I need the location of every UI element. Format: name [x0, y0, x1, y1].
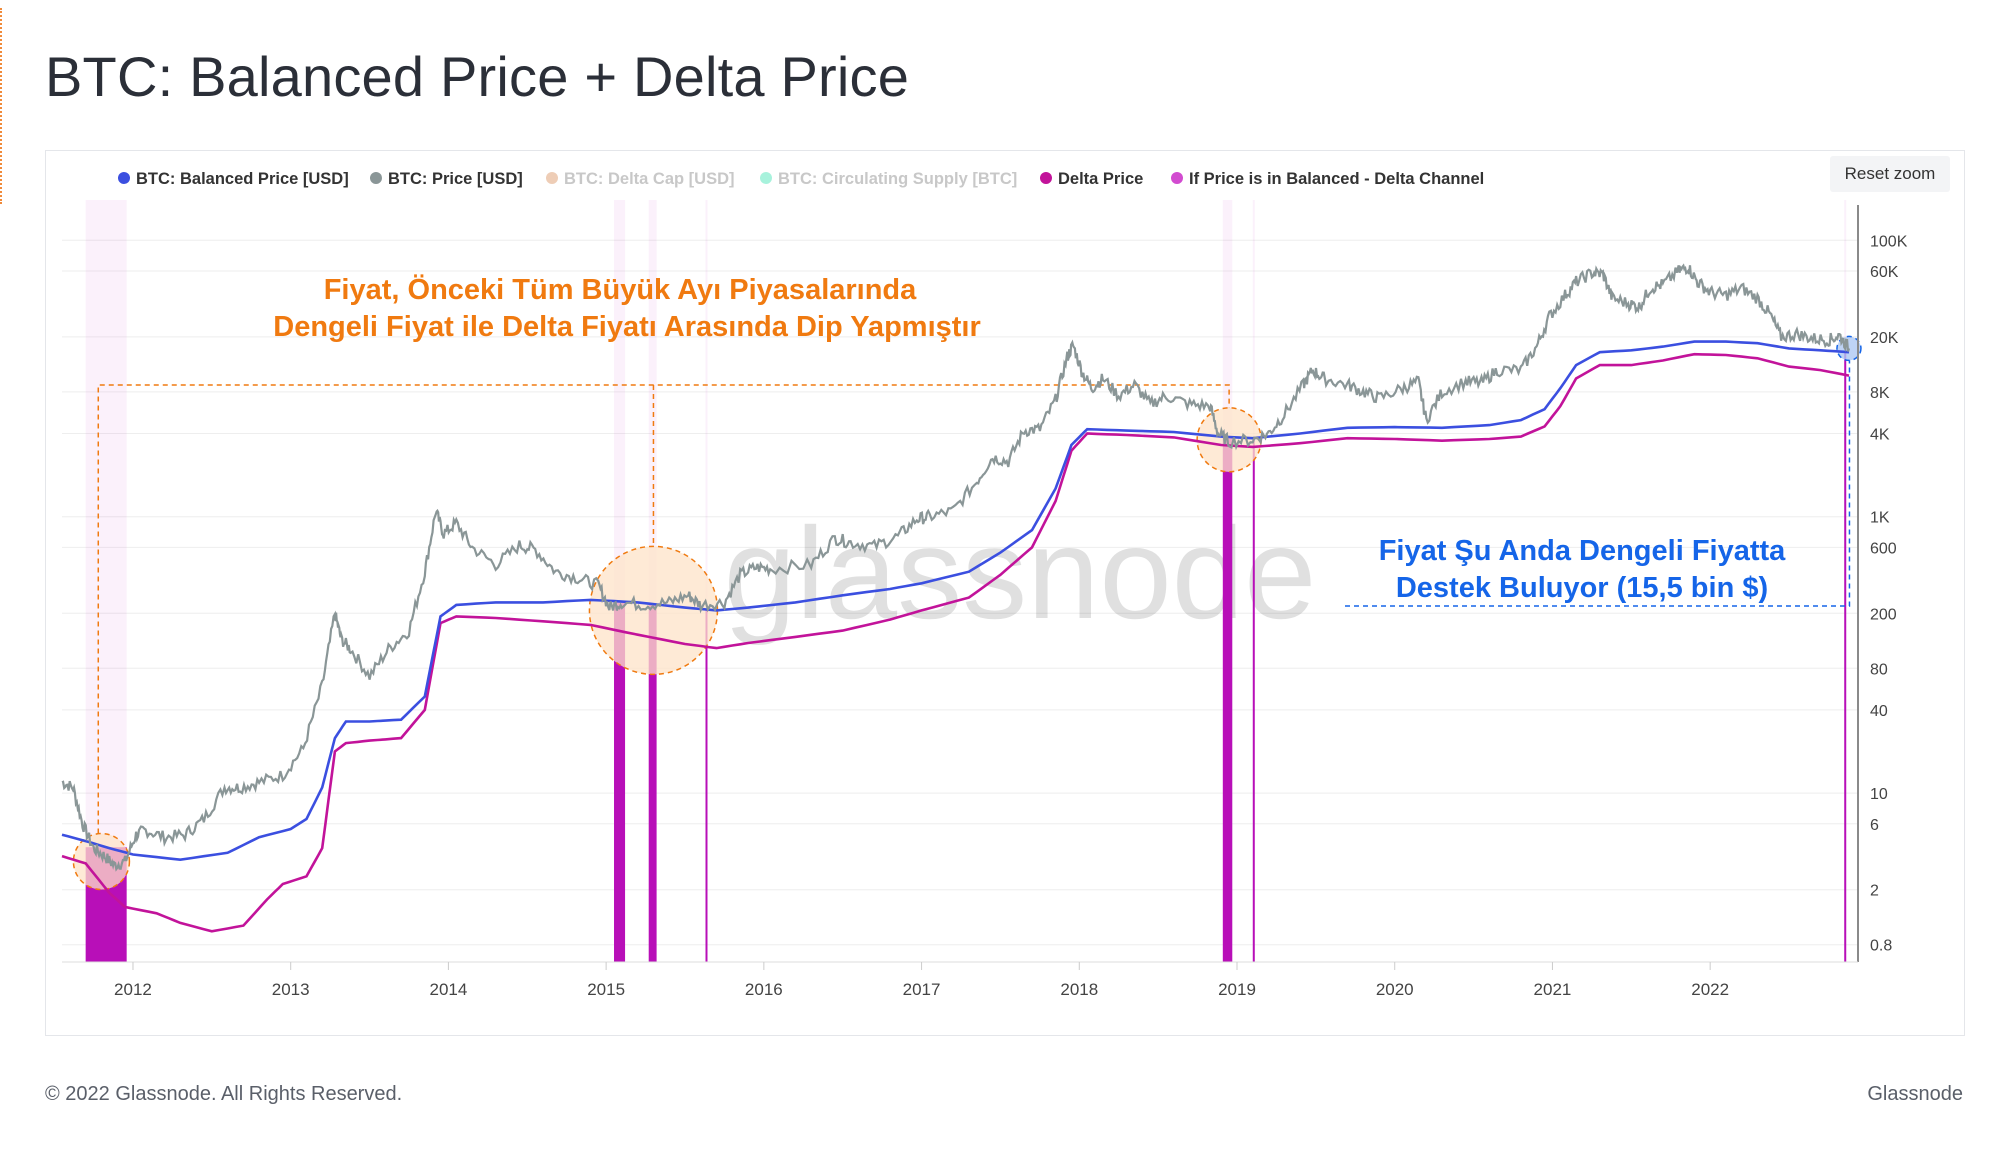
- footer-brand: Glassnode: [1867, 1083, 1963, 1105]
- footer-copyright: © 2022 Glassnode. All Rights Reserved.: [45, 1083, 403, 1105]
- reset-zoom-button[interactable]: Reset zoom: [1830, 156, 1950, 192]
- page-title: BTC: Balanced Price + Delta Price: [45, 45, 910, 108]
- left-edge-marker: [0, 8, 2, 204]
- chart-frame: [45, 150, 1965, 1036]
